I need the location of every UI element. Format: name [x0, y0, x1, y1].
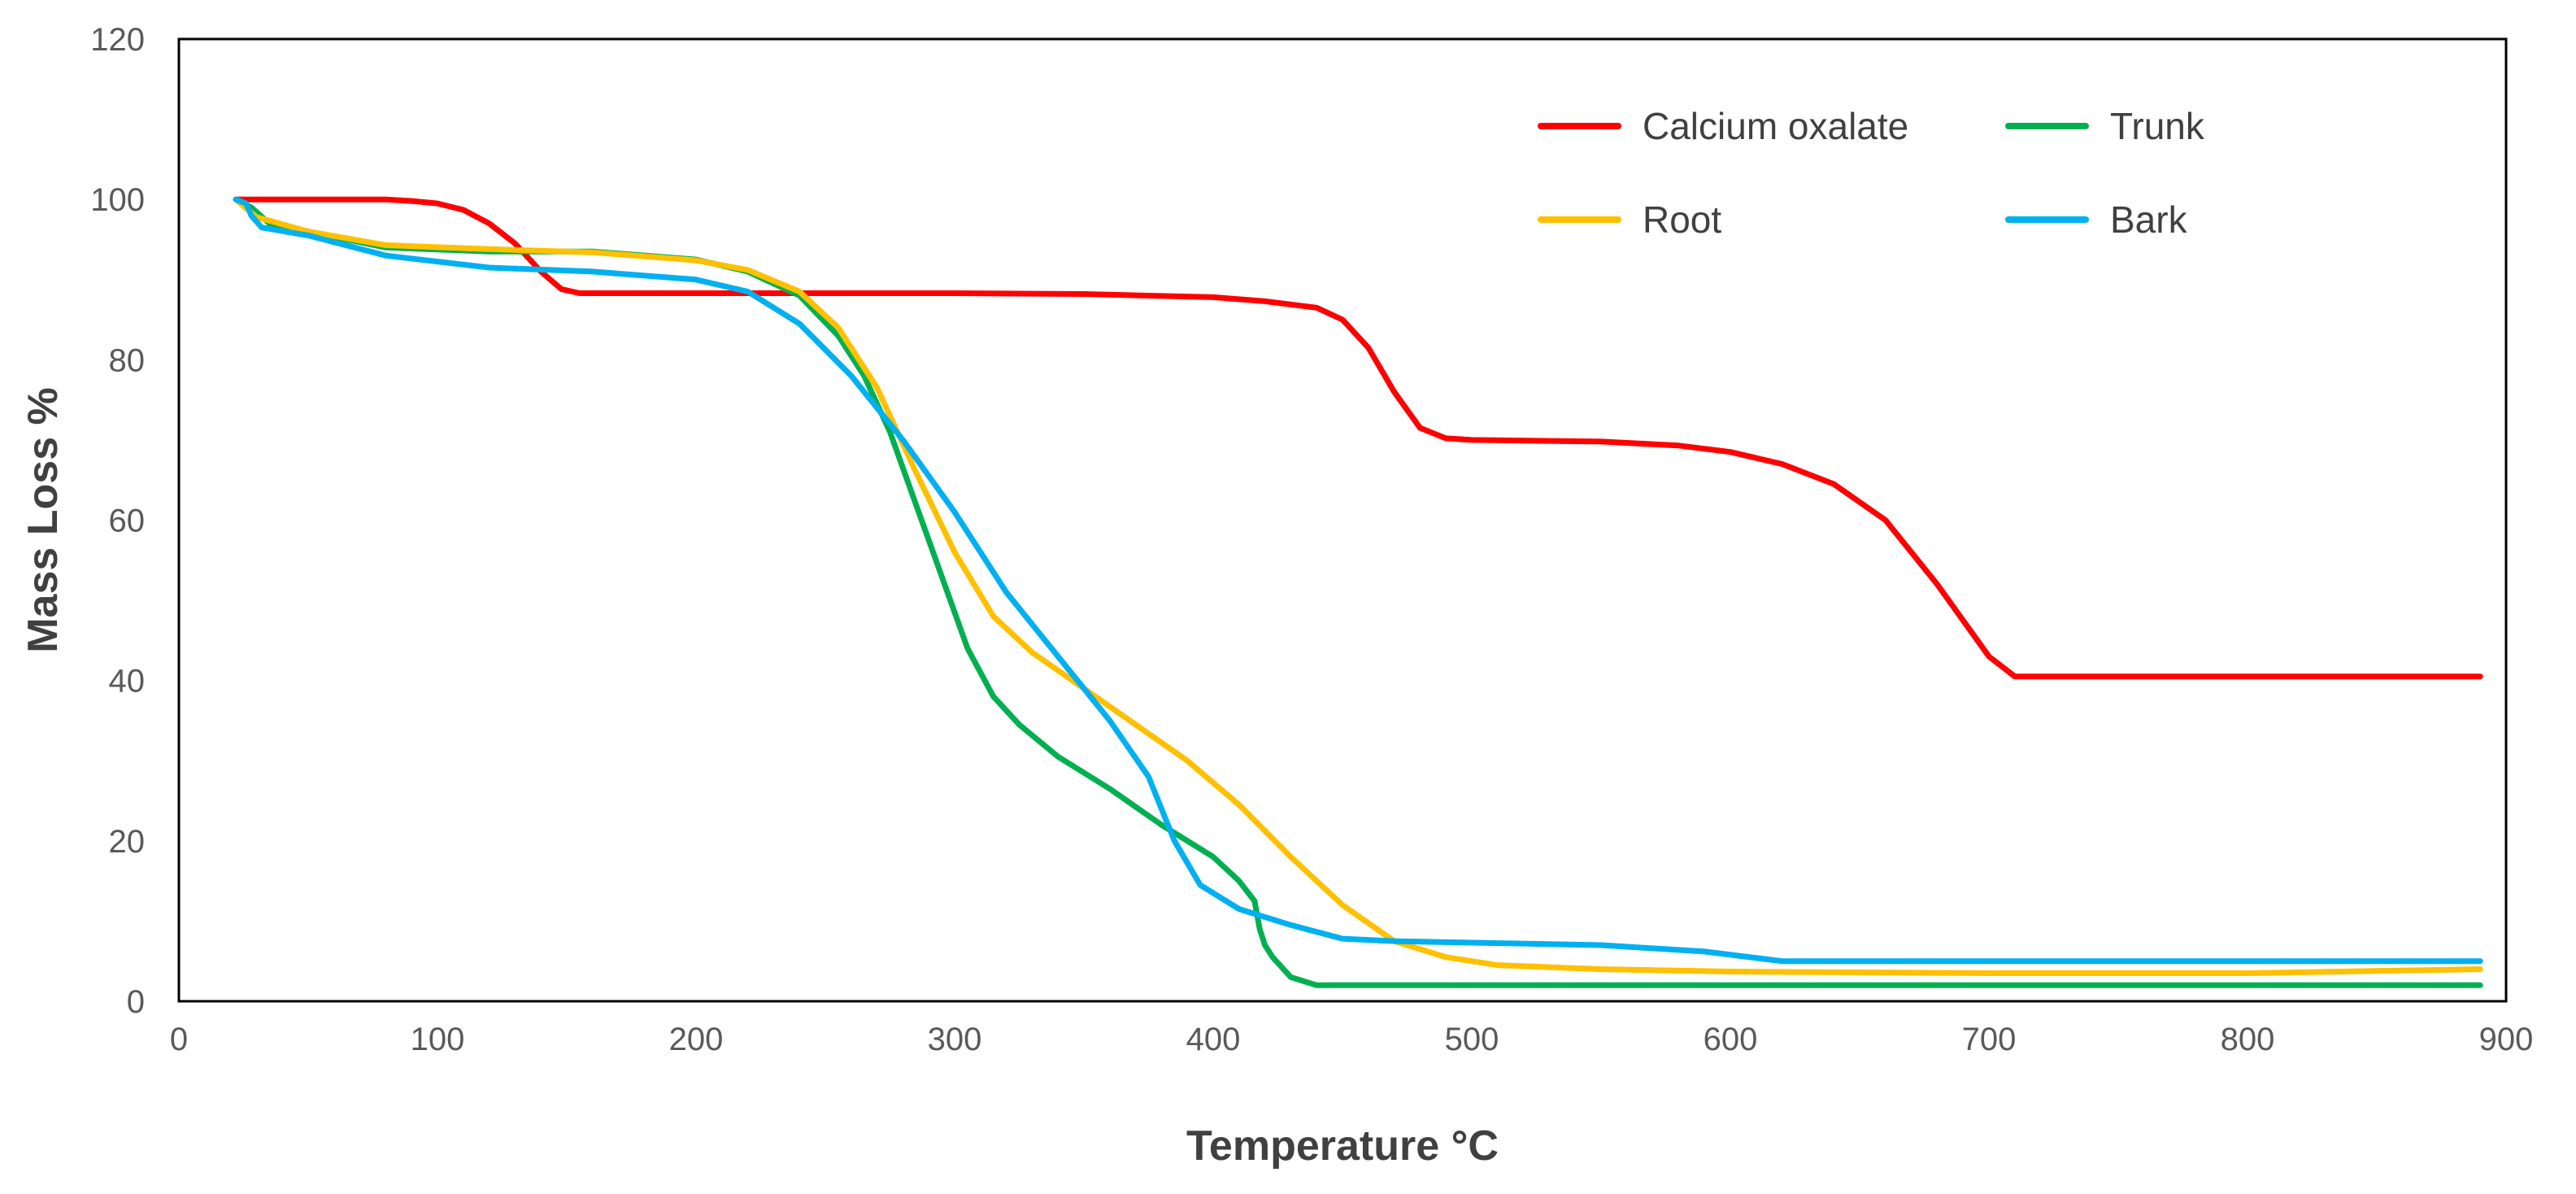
legend-label: Calcium oxalate [1643, 105, 1908, 147]
legend-item: Bark [2005, 198, 2188, 241]
x-tick-label: 300 [928, 1022, 982, 1057]
chart-layer: 0 100 200 300 400 500 600 700 800 900 0 20 40 60 80 100… [20, 22, 2533, 1170]
legend-label: Trunk [2110, 105, 2205, 147]
y-tick-label: 20 [109, 824, 146, 860]
series-line-root [233, 196, 2483, 976]
legend-label: Bark [2110, 198, 2188, 241]
legend: Calcium oxalate Trunk Root Bark [1538, 105, 2205, 241]
y-tick-label: 100 [90, 182, 145, 218]
legend-item: Calcium oxalate [1538, 105, 1908, 147]
legend-item: Trunk [2005, 105, 2205, 147]
series-line-trunk [233, 196, 2483, 988]
x-tick-label: 0 [170, 1022, 188, 1057]
x-tick-label: 600 [1704, 1022, 1758, 1057]
plot-frame [177, 37, 2508, 1003]
x-tick-label: 400 [1186, 1022, 1241, 1057]
y-tick-label: 0 [127, 984, 145, 1020]
y-tick-label: 60 [109, 503, 146, 539]
x-tick-label: 200 [669, 1022, 724, 1057]
series-line-bark [233, 196, 2483, 965]
y-tick-label: 120 [90, 22, 145, 58]
x-tick-label: 700 [1962, 1022, 2017, 1057]
y-tick-label: 40 [109, 664, 146, 699]
legend-item: Root [1538, 198, 1721, 241]
x-tick-label: 900 [2479, 1022, 2534, 1057]
legend-label: Root [1643, 198, 1721, 241]
x-tick-label: 500 [1445, 1022, 1499, 1057]
x-tick-label: 800 [2221, 1022, 2275, 1057]
x-tick-label: 100 [411, 1022, 465, 1057]
series-line-calcium-oxalate [233, 196, 2483, 680]
x-axis-title: Temperature °C [1186, 1122, 1499, 1170]
y-tick-label: 80 [109, 342, 146, 378]
y-axis-title: Mass Loss % [20, 387, 67, 653]
